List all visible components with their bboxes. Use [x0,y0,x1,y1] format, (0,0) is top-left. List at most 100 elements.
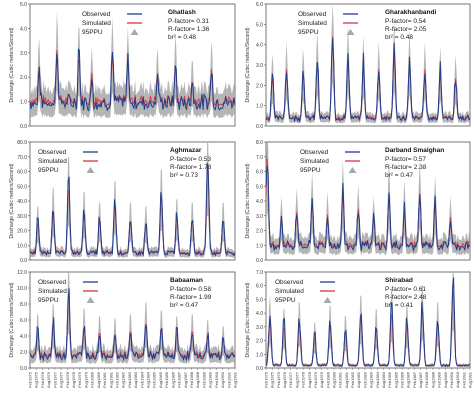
legend-ppu-swatch [346,29,355,35]
x-tick-label: Aug1977 [294,371,299,388]
y-tick-label: 5.0 [256,297,263,303]
y-tick-label: 3.0 [256,214,263,220]
x-tick-label: Feb1979 [77,371,82,388]
x-tick-label: Aug1983 [369,371,374,388]
y-tick-label: 3.0 [256,63,263,69]
x-tick-label: Aug1990 [220,371,225,388]
legend-ppu-label: 95PPU [38,167,59,174]
station-name: Babaaman [170,277,203,284]
legend-ppu-label: 95PPU [38,297,59,304]
legend-ppu-swatch [323,297,332,303]
fit-statistic: P-factor= 0.53 [170,156,211,163]
y-tick-label: 7.0 [256,270,263,276]
fit-statistic: br² = 0.47 [170,302,198,309]
x-tick-label: Feb1984 [375,371,380,388]
y-tick-label: 6.0 [256,2,263,8]
legend-observed-label: Observed [275,279,304,286]
x-tick-label: Feb1988 [189,371,194,388]
y-tick-label: 1.0 [20,100,27,106]
fit-statistic: R-factor= 1.78 [170,164,212,171]
x-tick-label: Aug1986 [170,371,175,388]
x-tick-label: Feb1977 [52,371,57,388]
legend-observed-label: Observed [38,279,67,286]
x-tick-label: Aug1983 [133,371,138,388]
y-tick-label: 1.0 [256,104,263,110]
y-tick-label: 70.0 [17,155,27,161]
observed-series-line [265,165,471,253]
legend-ppu-swatch [348,167,357,173]
x-tick-label: Feb1981 [338,371,343,388]
x-tick-label: Feb1976 [276,371,281,388]
y-tick-label: 6.0 [256,284,263,290]
legend-ppu-swatch [130,29,139,35]
x-tick-label: Feb1983 [127,371,132,388]
y-tick-label: 30.0 [17,214,27,220]
station-name: Aghmazar [170,147,202,154]
observed-series-line [265,38,471,124]
y-tick-label: 10.0 [17,243,27,249]
y-axis-label: Discharge (Cubic meters/Second) [9,282,15,357]
x-tick-label: Aug1982 [121,371,126,388]
observed-series-line [265,277,470,368]
x-tick-label: Feb1990 [449,371,454,388]
x-tick-label: Feb1976 [40,371,45,388]
y-tick-label: 7.0 [256,155,263,161]
y-tick-label: 0.0 [256,258,263,264]
x-tick-label: Aug1975 [34,371,39,388]
x-tick-label: Aug1976 [282,371,287,388]
y-axis-label: Discharge (Cubic meters/Second) [245,282,251,357]
x-tick-label: Aug1986 [406,371,411,388]
x-tick-label: Feb1986 [164,371,169,388]
legend-simulated-label: Simulated [82,20,111,27]
y-tick-label: 40.0 [17,199,27,205]
x-tick-label: Aug1979 [319,371,324,388]
x-tick-label: Aug1988 [430,371,435,388]
ppu-band [30,12,235,119]
fit-statistic: R-factor= 2.05 [385,26,427,33]
fit-statistic: br² = 0.41 [385,302,413,309]
fit-statistic: R-factor= 2.38 [385,164,427,171]
x-tick-label: Feb1989 [437,371,442,388]
y-tick-label: 0.0 [256,366,263,372]
x-tick-label: Feb1987 [412,371,417,388]
x-tick-label: Feb1975 [264,371,269,388]
y-tick-label: 2.0 [256,83,263,89]
y-tick-label: 5.0 [256,22,263,28]
y-tick-label: 6.0 [256,170,263,176]
y-axis-label: Discharge (Cubic meters/Second) [9,27,15,102]
y-axis-label: Discharge (Cubic meters/Second) [9,163,15,238]
fit-statistic: R-factor= 1.99 [170,294,212,301]
x-tick-label: Feb1989 [201,371,206,388]
fit-statistic: P-factor= 0.54 [385,18,426,25]
y-tick-label: 6.0 [20,318,27,324]
x-tick-label: Feb1982 [114,371,119,388]
station-name: Darband Smalghan [385,147,444,154]
y-tick-label: 2.0 [256,229,263,235]
y-tick-label: 3.0 [256,325,263,331]
y-tick-label: 2.0 [256,339,263,345]
y-tick-label: 4.0 [256,311,263,317]
x-tick-label: Feb1991 [461,371,466,388]
y-tick-label: 50.0 [17,184,27,190]
x-tick-label: Feb1990 [214,371,219,388]
ppu-band [266,142,470,256]
x-tick-label: Aug1984 [146,371,151,388]
x-tick-label: Aug1991 [233,371,238,388]
legend-ppu-label: 95PPU [275,297,296,304]
observed-series-line [29,48,236,112]
legend-simulated-label: Simulated [275,288,304,295]
x-tick-label: Aug1985 [158,371,163,388]
fit-statistic: br² = 0.73 [170,172,198,179]
plot-frame [265,271,471,369]
fit-statistic: R-factor= 2.48 [385,294,427,301]
y-tick-label: 10.0 [17,286,27,292]
fit-statistic: br² = 0.47 [385,172,413,179]
x-tick-label: Feb1986 [400,371,405,388]
legend-observed-label: Observed [300,149,329,156]
x-tick-label: Aug1987 [418,371,423,388]
x-tick-label: Feb1985 [387,371,392,388]
y-tick-label: 4.0 [256,43,263,49]
legend-observed-label: Observed [82,11,111,18]
y-tick-label: 2.0 [20,75,27,81]
